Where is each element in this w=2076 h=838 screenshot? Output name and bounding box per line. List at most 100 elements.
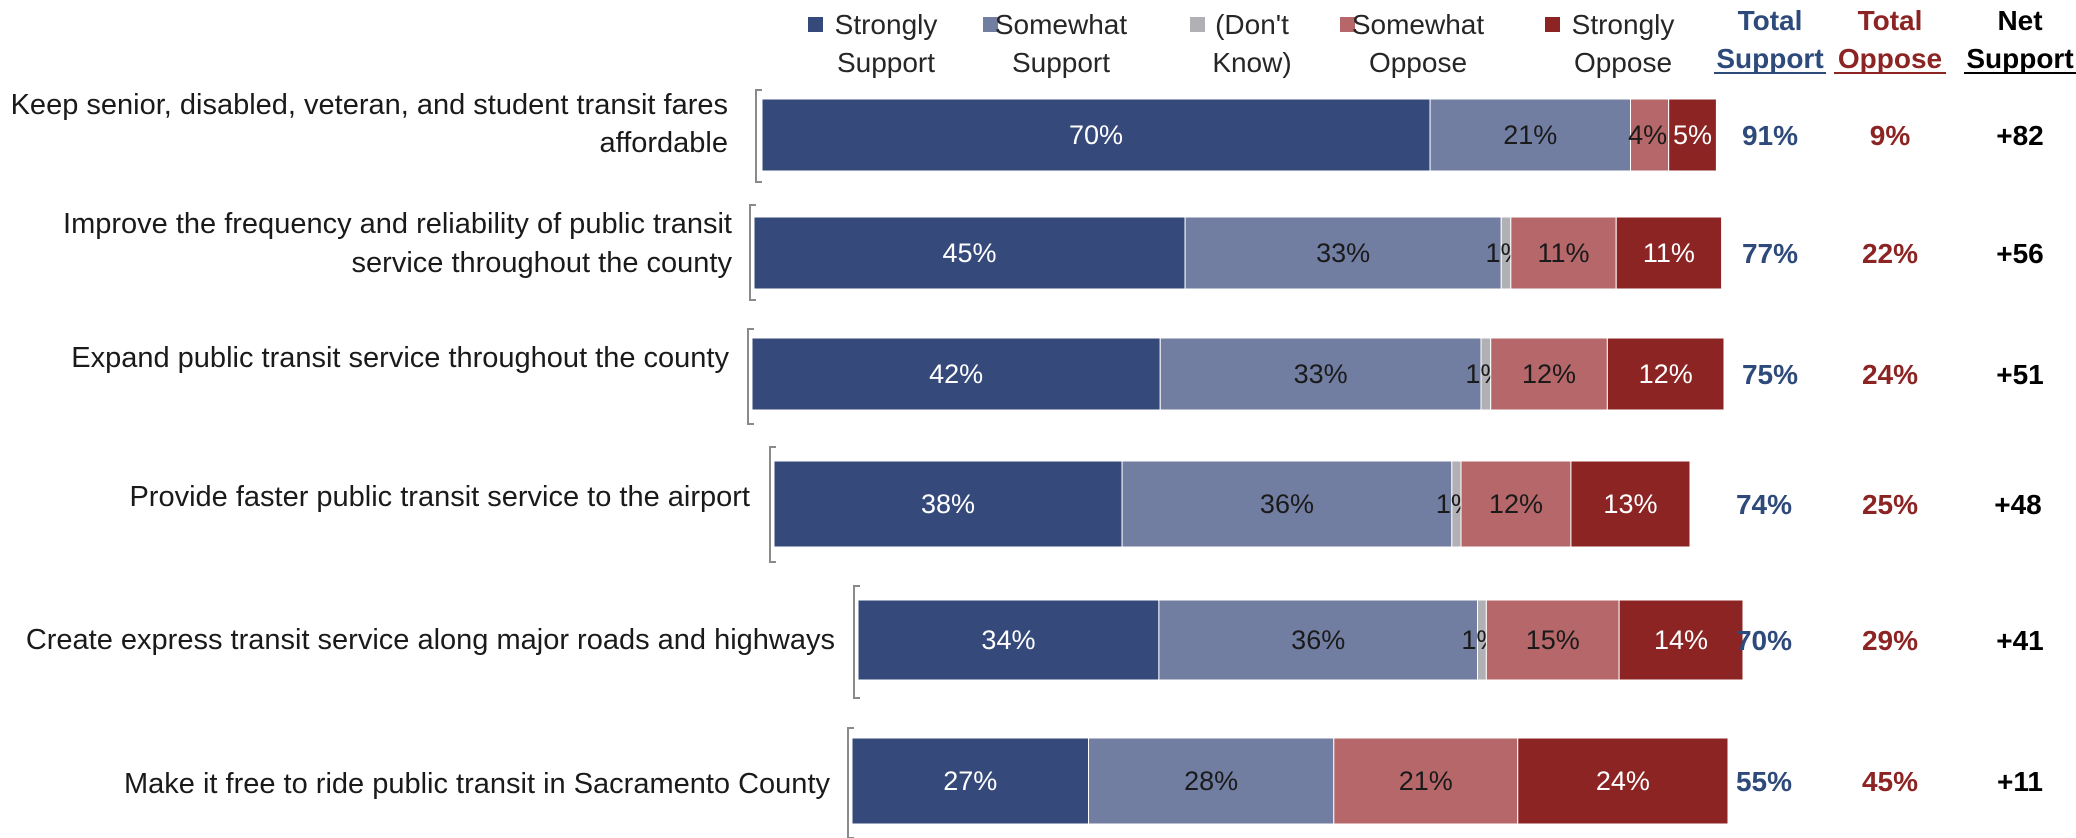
bar-label-somewhat-support: 36% xyxy=(1291,625,1345,655)
bar-segment-strongly-oppose xyxy=(1570,460,1691,548)
bar-label-somewhat-oppose: 4% xyxy=(1628,120,1667,150)
legend-swatch-somewhat-oppose xyxy=(1340,17,1355,32)
bar-segment-strongly-support xyxy=(753,216,1186,290)
bar-segment-strongly-support xyxy=(857,599,1160,681)
summary-value-net-support: +11 xyxy=(1997,766,2043,797)
legend-label-strongly-oppose: Strongly Oppose xyxy=(1572,9,1675,78)
bar-segment-strongly-oppose xyxy=(1606,337,1725,411)
summary-value-net-support: +56 xyxy=(1996,238,2044,269)
bar-label-strongly-support: 38% xyxy=(921,489,975,519)
column-header-total-oppose: Total Oppose xyxy=(1838,5,1942,74)
bar-label-somewhat-support: 33% xyxy=(1316,238,1370,268)
legend-item-strongly-oppose: Strongly Oppose xyxy=(1545,9,1674,78)
bar-segment-strongly-oppose xyxy=(1618,599,1744,681)
bar-segment-somewhat-support xyxy=(1429,98,1632,172)
bar-label-strongly-oppose: 13% xyxy=(1603,489,1657,519)
bar-segment-strongly-support xyxy=(851,737,1090,825)
bar-label-somewhat-oppose: 21% xyxy=(1399,766,1453,796)
row-faster-airport: Provide faster public transit service to… xyxy=(129,446,2042,563)
summary-value-net-support: +82 xyxy=(1996,120,2044,151)
bar-segment-somewhat-oppose xyxy=(1510,216,1617,290)
bar-label-strongly-support: 27% xyxy=(943,766,997,796)
bar-label-somewhat-support: 28% xyxy=(1184,766,1238,796)
summary-value-net-support: +41 xyxy=(1996,625,2044,656)
category-label-faster-airport: Provide faster public transit service to… xyxy=(129,481,750,513)
bar-label-strongly-support: 45% xyxy=(943,238,997,268)
bar-label-somewhat-oppose: 12% xyxy=(1489,489,1543,519)
summary-value-total-oppose: 9% xyxy=(1870,120,1911,151)
column-header-net-support: Net Support xyxy=(1966,5,2073,74)
bar-segment-strongly-oppose xyxy=(1615,216,1723,290)
legend-label-somewhat-oppose: Somewhat Oppose xyxy=(1352,9,1485,78)
bar-segment-somewhat-oppose xyxy=(1333,737,1519,825)
summary-value-total-oppose: 22% xyxy=(1862,238,1918,269)
summary-value-total-oppose: 25% xyxy=(1862,489,1918,520)
legend-item-somewhat-support: Somewhat Support xyxy=(983,9,1127,78)
column-header-total-support: Total Support xyxy=(1716,5,1823,74)
bar-segment-strongly-support xyxy=(751,337,1161,411)
bar-label-strongly-oppose: 14% xyxy=(1654,625,1708,655)
summary-value-total-oppose: 24% xyxy=(1862,359,1918,390)
row-bracket xyxy=(755,89,762,183)
bar-label-somewhat-support: 21% xyxy=(1503,120,1557,150)
row-bracket xyxy=(847,727,854,838)
legend-swatch-strongly-support xyxy=(808,17,823,32)
legend: Strongly Support Somewhat Support (Don't Know… xyxy=(808,9,1674,78)
summary-value-total-support: 74% xyxy=(1736,489,1792,520)
summary-value-total-support: 70% xyxy=(1736,625,1792,656)
summary-value-total-support: 55% xyxy=(1736,766,1792,797)
bar-label-somewhat-support: 33% xyxy=(1294,359,1348,389)
bar-segment-strongly-support xyxy=(773,460,1123,548)
bar-segment-strongly-oppose xyxy=(1517,737,1729,825)
summary-value-total-support: 75% xyxy=(1742,359,1798,390)
legend-label-strongly-support: Strongly Support xyxy=(835,9,938,78)
row-free-ride: Make it free to ride public transit in S… xyxy=(124,727,2043,838)
bar-label-somewhat-oppose: 15% xyxy=(1526,625,1580,655)
bar-segment-somewhat-support xyxy=(1159,337,1482,411)
row-bracket xyxy=(853,585,860,699)
row-frequency-reliability: Improve the frequency and reliability of… xyxy=(63,204,2044,301)
bar-label-strongly-oppose: 24% xyxy=(1596,766,1650,796)
legend-swatch-don-t-know xyxy=(1190,17,1205,32)
legend-swatch-somewhat-support xyxy=(983,17,998,32)
bar-segment-somewhat-oppose xyxy=(1485,599,1620,681)
category-label-free-ride: Make it free to ride public transit in S… xyxy=(124,768,830,800)
row-bracket xyxy=(747,328,754,425)
bar-label-strongly-support: 34% xyxy=(981,625,1035,655)
legend-label-somewhat-support: Somewhat Support xyxy=(995,9,1128,78)
legend-item-strongly-support: Strongly Support xyxy=(808,9,937,78)
summary-value-net-support: +51 xyxy=(1996,359,2044,390)
bar-segment-strongly-oppose xyxy=(1668,98,1717,172)
bar-segment-somewhat-oppose xyxy=(1630,98,1670,172)
legend-item-somewhat-oppose: Somewhat Oppose xyxy=(1340,9,1484,78)
bar-segment-somewhat-support xyxy=(1121,460,1453,548)
legend-label-don-t-know: (Don't Know) xyxy=(1212,9,1291,78)
bar-label-somewhat-oppose: 12% xyxy=(1522,359,1576,389)
bar-label-strongly-oppose: 5% xyxy=(1673,120,1712,150)
summary-value-total-oppose: 29% xyxy=(1862,625,1918,656)
bar-label-strongly-support: 70% xyxy=(1069,120,1123,150)
bar-segment-strongly-support xyxy=(761,98,1431,172)
row-expand-service: Expand public transit service throughout… xyxy=(71,328,2044,425)
bar-label-somewhat-support: 36% xyxy=(1260,489,1314,519)
row-fares-affordable: Keep senior, disabled, veteran, and stud… xyxy=(11,89,2044,183)
bar-segment-somewhat-support xyxy=(1184,216,1502,290)
bar-label-somewhat-oppose: 11% xyxy=(1537,238,1589,268)
bar-segment-somewhat-support xyxy=(1158,599,1479,681)
summary-value-total-support: 77% xyxy=(1742,238,1798,269)
category-label-express-roads: Create express transit service along maj… xyxy=(26,624,835,656)
summary-value-total-oppose: 45% xyxy=(1862,766,1918,797)
bar-label-strongly-oppose: 11% xyxy=(1643,238,1695,268)
legend-item-don-t-know: (Don't Know) xyxy=(1190,9,1292,78)
category-label-expand-service: Expand public transit service throughout… xyxy=(71,342,729,374)
row-bracket xyxy=(769,446,776,563)
bar-segment-somewhat-support xyxy=(1088,737,1335,825)
category-label-frequency-reliability: Improve the frequency and reliability of… xyxy=(63,208,732,279)
bar-label-strongly-oppose: 12% xyxy=(1639,359,1693,389)
summary-value-total-support: 91% xyxy=(1742,120,1798,151)
category-label-fares-affordable: Keep senior, disabled, veteran, and stud… xyxy=(11,89,728,159)
bar-segment-somewhat-oppose xyxy=(1490,337,1608,411)
summary-value-net-support: +48 xyxy=(1994,489,2042,520)
